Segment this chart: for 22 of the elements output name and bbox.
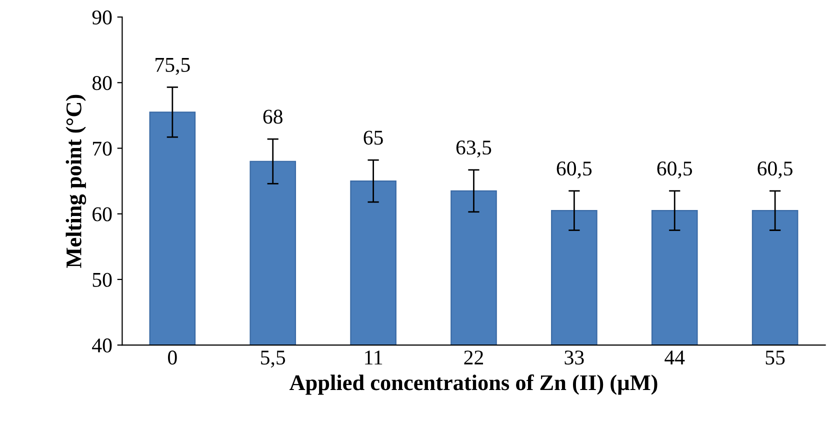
x-tick-label: 0 (168, 350, 177, 365)
y-tick-label: 70 (93, 142, 112, 156)
x-tick-label: 44 (664, 350, 685, 364)
y-tick-label: 60 (92, 207, 112, 222)
data-label: 60,5 (758, 161, 792, 179)
data-label: 63,5 (456, 140, 492, 158)
x-tick-label: 11 (365, 350, 382, 364)
data-label: 65 (364, 130, 383, 145)
y-tick-label: 50 (92, 272, 112, 287)
y-axis-title: Melting point (°C) (66, 94, 86, 268)
data-label: 75,5 (156, 58, 190, 75)
x-tick-label: 55 (766, 350, 785, 365)
y-tick-label: 80 (92, 76, 112, 90)
data-label: 60,5 (657, 161, 692, 179)
data-label: 68 (263, 110, 282, 124)
y-tick-label: 90 (92, 10, 112, 24)
x-tick-label: 22 (464, 350, 484, 364)
y-tick-label: 40 (92, 338, 112, 352)
x-tick-label: 33 (564, 350, 584, 365)
x-tick-label: 5,5 (261, 350, 286, 368)
data-label: 60,5 (556, 161, 592, 179)
x-axis-title: Applied concentrations of Zn (II) (µM) (289, 374, 658, 395)
